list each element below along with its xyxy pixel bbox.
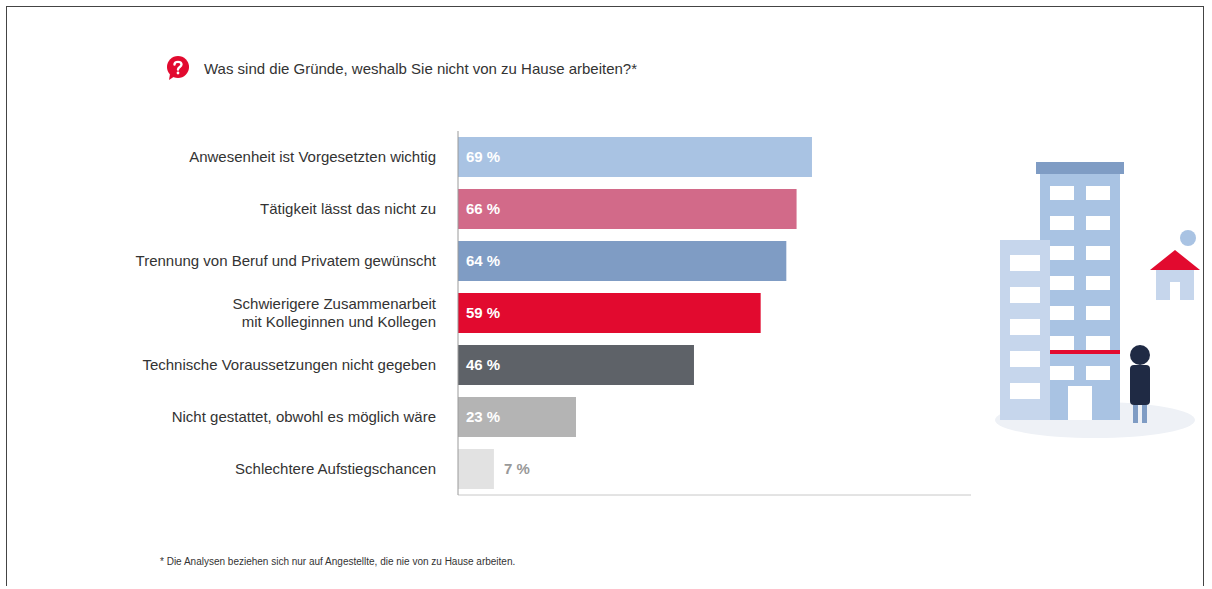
svg-text:66 %: 66 % bbox=[466, 200, 500, 217]
svg-text:23 %: 23 % bbox=[466, 408, 500, 425]
html-text:* Die Analysen beziehen sich n: * Die Analysen beziehen sich nur auf Ang… bbox=[160, 556, 516, 567]
svg-text:Schlechtere Aufstiegschancen: Schlechtere Aufstiegschancen bbox=[235, 460, 436, 477]
svg-text:mit Kolleginnen und Kollegen: mit Kolleginnen und Kollegen bbox=[242, 313, 436, 330]
svg-text:46 %: 46 % bbox=[466, 356, 500, 373]
svg-text:Tätigkeit lässt das nicht zu: Tätigkeit lässt das nicht zu bbox=[260, 200, 436, 217]
svg-text:Trennung von Beruf und Private: Trennung von Beruf und Privatem gewünsch… bbox=[136, 252, 437, 269]
svg-text:Technische Voraussetzungen nic: Technische Voraussetzungen nicht gegeben bbox=[142, 356, 436, 373]
svg-text:Schwierigere Zusammenarbeit: Schwierigere Zusammenarbeit bbox=[233, 295, 437, 312]
svg-text:59 %: 59 % bbox=[466, 304, 500, 321]
svg-text:Anwesenheit ist Vorgesetzten w: Anwesenheit ist Vorgesetzten wichtig bbox=[189, 148, 436, 165]
html-text:Was sind die Gründe, weshalb S: Was sind die Gründe, weshalb Sie nicht v… bbox=[204, 59, 637, 77]
svg-text:64 %: 64 % bbox=[466, 252, 500, 269]
svg-text:Nicht gestattet, obwohl es mög: Nicht gestattet, obwohl es möglich wäre bbox=[172, 408, 436, 425]
svg-text:69 %: 69 % bbox=[466, 148, 500, 165]
svg-text:7 %: 7 % bbox=[504, 460, 530, 477]
